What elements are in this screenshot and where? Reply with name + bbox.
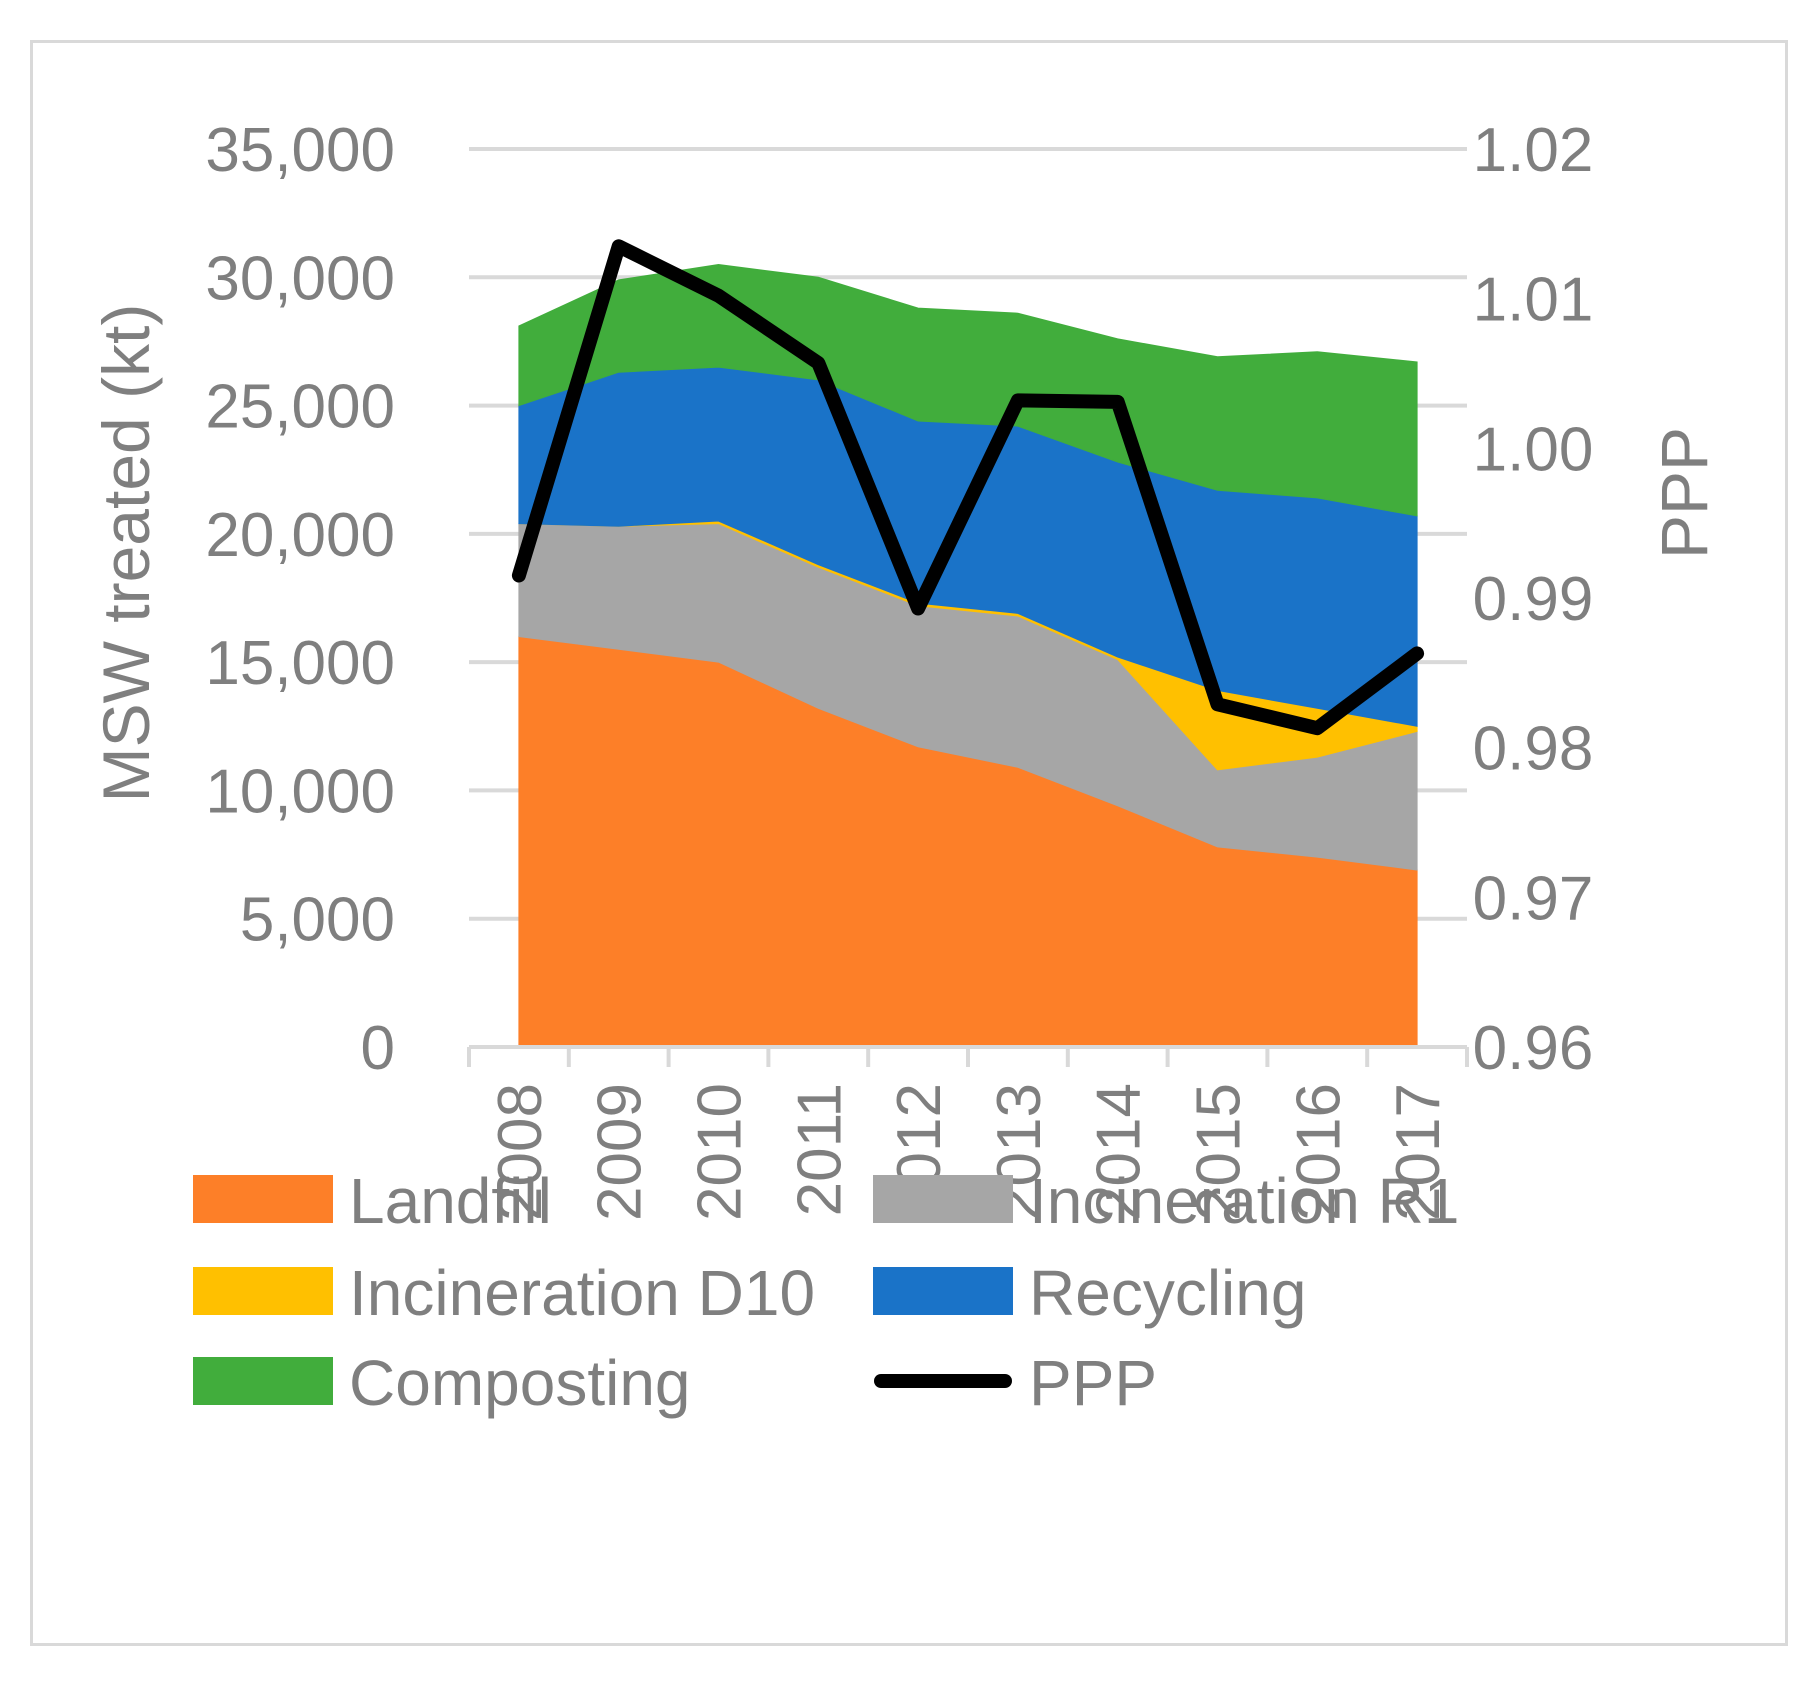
y2-tick-label: 1.01 xyxy=(1473,266,1594,335)
x-tick-label: 2009 xyxy=(586,1083,655,1221)
y2-tick-label: 0.97 xyxy=(1473,864,1594,933)
legend-swatch xyxy=(193,1357,333,1405)
y-tick-label: 5,000 xyxy=(240,886,395,955)
x-tick-label: 2008 xyxy=(486,1083,555,1221)
x-axis-ticks: 2008 2009 2010 2011 2012 2013 2014 2015 2016 2017 xyxy=(486,1083,1453,1221)
ppp-line xyxy=(511,239,1425,736)
y-tick-label: 30,000 xyxy=(205,244,395,313)
y-tick-label: 35,000 xyxy=(205,116,395,185)
y2-tick-label: 1.00 xyxy=(1473,415,1594,484)
axes xyxy=(467,1045,1469,1067)
x-tick-label: 2011 xyxy=(785,1083,854,1216)
y2-tick-label: 0.99 xyxy=(1473,565,1594,634)
y-tick-label: 15,000 xyxy=(205,629,395,698)
legend-label: PPP xyxy=(1029,1347,1157,1419)
plot-areas xyxy=(518,263,1418,1048)
y-tick-label: 10,000 xyxy=(205,757,395,826)
legend-swatch xyxy=(193,1267,333,1315)
legend-label: Composting xyxy=(349,1347,691,1419)
y2-tick-label: 0.96 xyxy=(1473,1014,1594,1083)
legend-label: Incineration D10 xyxy=(349,1257,815,1329)
legend-swatch xyxy=(193,1175,333,1223)
legend: Landfill Incineration R1 Incineration D10 R… xyxy=(193,1165,1459,1419)
y-tick-label: 0 xyxy=(361,1014,395,1083)
right-axis-ticks: 0.96 0.97 0.98 0.99 1.00 1.01 1.02 xyxy=(1473,116,1594,1083)
y2-axis-title: PPP xyxy=(1647,427,1721,559)
y-axis-title: MSW treated (kt) xyxy=(89,304,163,803)
chart-frame: 0 5,000 10,000 15,000 20,000 25,000 30,000 35,0… xyxy=(30,40,1788,1646)
x-tick-label: 2014 xyxy=(1085,1083,1154,1221)
legend-swatch xyxy=(873,1267,1013,1315)
chart: 0 5,000 10,000 15,000 20,000 25,000 30,000 35,0… xyxy=(89,116,1721,1419)
legend-swatch xyxy=(873,1175,1013,1223)
area-composting xyxy=(518,263,1418,517)
x-tick-label: 2016 xyxy=(1284,1083,1353,1221)
y-tick-label: 20,000 xyxy=(205,501,395,570)
y2-tick-label: 0.98 xyxy=(1473,715,1594,784)
x-tick-label: 2017 xyxy=(1384,1083,1453,1221)
legend-label: Recycling xyxy=(1029,1257,1306,1329)
x-tick-label: 2015 xyxy=(1185,1083,1254,1221)
left-axis-ticks: 0 5,000 10,000 15,000 20,000 25,000 30,000 35,0… xyxy=(205,116,395,1083)
ppp-line-group xyxy=(511,239,1425,736)
y-tick-label: 25,000 xyxy=(205,373,395,442)
legend-label: Landfill xyxy=(349,1165,552,1237)
x-tick-label: 2010 xyxy=(686,1083,755,1221)
y2-tick-label: 1.02 xyxy=(1473,116,1594,185)
legend-label: Incineration R1 xyxy=(1029,1165,1459,1237)
